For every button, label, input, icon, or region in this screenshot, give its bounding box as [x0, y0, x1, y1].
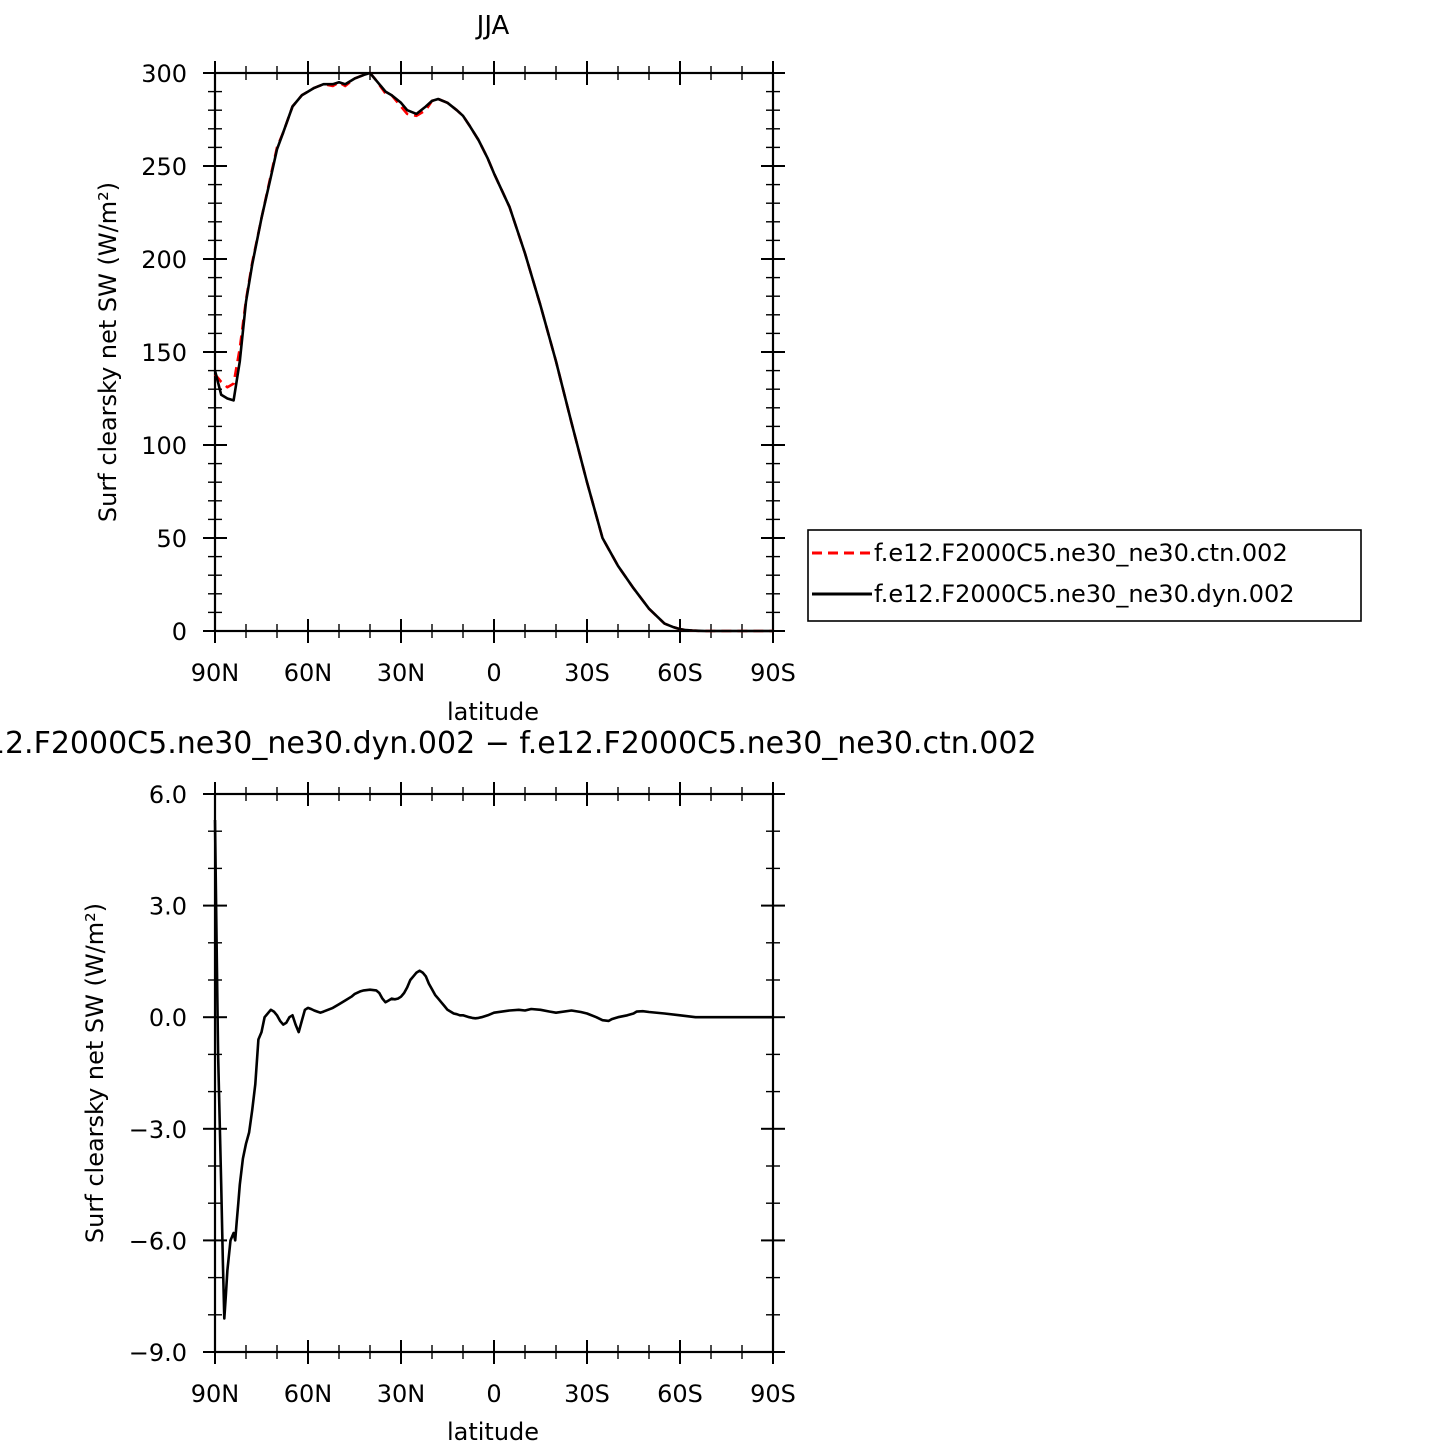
- bottom-y-tick-label: 6.0: [149, 781, 187, 809]
- bottom-x-axis-label: latitude: [447, 1418, 539, 1446]
- bottom-title: f.e12.F2000C5.ne30_ne30.dyn.002 − f.e12.…: [0, 726, 1037, 761]
- top-x-tick-label: 60N: [284, 659, 333, 687]
- top-panel: JJA 90N 60N 30N 0 30S 60S 90S 0 50 100 150 200 250 30…: [94, 11, 1362, 726]
- top-title: JJA: [475, 11, 510, 41]
- legend-box: [807, 529, 1362, 622]
- bottom-y-tick-label: 3.0: [149, 893, 187, 921]
- top-x-axis-label: latitude: [447, 698, 539, 726]
- bottom-y-axis-label: Surf clearsky net SW (W/m²): [81, 903, 109, 1243]
- bottom-panel: f.e12.F2000C5.ne30_ne30.dyn.002 − f.e12.…: [0, 726, 1037, 1446]
- legend: f.e12.F2000C5.ne30_ne30.ctn.002 f.e12.F2…: [807, 529, 1362, 622]
- top-y-tick-label: 100: [141, 432, 187, 460]
- top-x-tick-label: 0: [486, 659, 501, 687]
- legend-label-dyn: f.e12.F2000C5.ne30_ne30.dyn.002: [874, 580, 1295, 608]
- bottom-x-tick-label: 0: [486, 1380, 501, 1408]
- bottom-x-tick-label: 30N: [377, 1380, 426, 1408]
- bottom-y-tick-label: 0.0: [149, 1004, 187, 1032]
- top-y-axis-label: Surf clearsky net SW (W/m²): [94, 182, 122, 522]
- bottom-y-tick-label: −3.0: [129, 1116, 187, 1144]
- top-x-tick-label: 90N: [191, 659, 240, 687]
- top-y-tick-label: 200: [141, 246, 187, 274]
- legend-label-ctn: f.e12.F2000C5.ne30_ne30.ctn.002: [874, 539, 1288, 567]
- top-x-tick-label: 60S: [657, 659, 703, 687]
- top-y-tick-label: 250: [141, 153, 187, 181]
- top-series-line-1: [213, 71, 773, 633]
- bottom-x-tick-label: 60N: [284, 1380, 333, 1408]
- bottom-x-tick-label: 30S: [564, 1380, 610, 1408]
- top-y-tick-label: 50: [156, 525, 187, 553]
- bottom-series-line-0: [213, 819, 773, 1320]
- bottom-x-tick-label: 60S: [657, 1380, 703, 1408]
- top-x-tick-label: 30S: [564, 659, 610, 687]
- top-y-tick-label: 150: [141, 339, 187, 367]
- bottom-x-tick-label: 90S: [750, 1380, 796, 1408]
- bottom-y-tick-label: −6.0: [129, 1227, 187, 1255]
- top-x-tick-label: 30N: [377, 659, 426, 687]
- top-y-tick-label: 0: [172, 618, 187, 646]
- top-x-tick-label: 90S: [750, 659, 796, 687]
- bottom-y-tick-label: −9.0: [129, 1339, 187, 1367]
- bottom-x-tick-label: 90N: [191, 1380, 240, 1408]
- top-y-tick-label: 300: [141, 60, 187, 88]
